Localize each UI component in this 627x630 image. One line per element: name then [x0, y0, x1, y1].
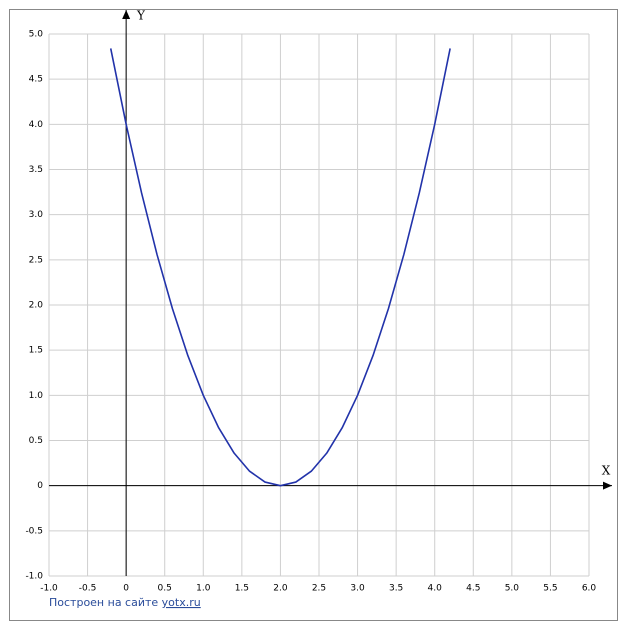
- y-tick-label: -0.5: [25, 526, 43, 536]
- x-tick-label: 4.0: [428, 584, 443, 594]
- y-tick-label: 3.5: [29, 165, 43, 175]
- curve: [109, 48, 451, 487]
- y-axis-arrow: [122, 10, 131, 19]
- x-tick-label: 0: [123, 584, 129, 594]
- x-tick-label: 2.0: [273, 584, 288, 594]
- y-tick-label: 4.5: [29, 75, 43, 85]
- x-tick-label: 3.0: [350, 584, 365, 594]
- y-tick-label: 3.0: [29, 210, 44, 220]
- frame: [9, 9, 618, 621]
- x-tick-label: -1.0: [40, 584, 58, 594]
- y-tick-label: 0.5: [29, 436, 43, 446]
- x-tick-label: 3.5: [389, 584, 403, 594]
- x-tick-label: -0.5: [79, 584, 97, 594]
- y-tick-label: 4.0: [29, 120, 44, 130]
- x-axis-label: X: [602, 464, 611, 478]
- y-tick-label: 2.5: [29, 255, 43, 265]
- y-tick-label: -1.0: [25, 572, 43, 582]
- x-tick-label: 1.5: [235, 584, 249, 594]
- y-tick-label: 5.0: [29, 30, 44, 40]
- x-tick-label: 2.5: [312, 584, 326, 594]
- x-tick-label: 6.0: [582, 584, 597, 594]
- x-tick-label: 4.5: [466, 584, 480, 594]
- y-tick-label: 1.0: [29, 391, 44, 401]
- y-tick-label: 1.5: [29, 346, 43, 356]
- y-axis-label: Y: [136, 9, 146, 23]
- x-tick-label: 5.0: [505, 584, 520, 594]
- x-tick-label: 5.5: [543, 584, 557, 594]
- footer-text: Построен на сайте yotx.ru: [49, 596, 201, 609]
- footer-link[interactable]: yotx.ru: [162, 596, 201, 609]
- x-tick-label: 1.0: [196, 584, 211, 594]
- y-tick-label: 2.0: [29, 301, 44, 311]
- x-axis-arrow: [603, 481, 612, 490]
- y-tick-label: 0: [37, 481, 43, 491]
- x-tick-label: 0.5: [158, 584, 172, 594]
